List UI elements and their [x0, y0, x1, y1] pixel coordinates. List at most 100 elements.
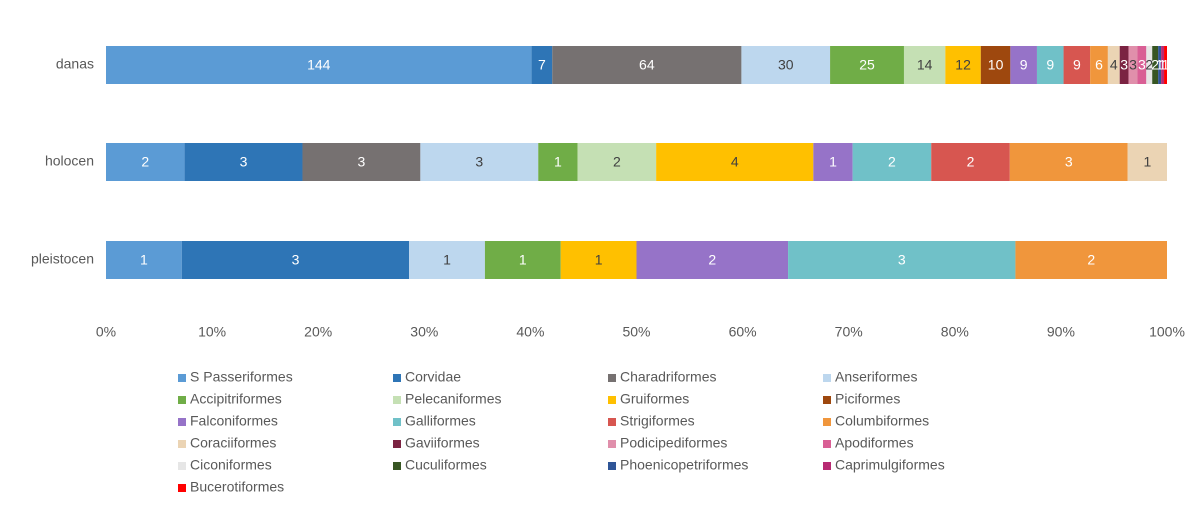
legend-label: Apodiformes [835, 435, 914, 451]
legend-swatch [823, 462, 831, 470]
data-label: 4 [731, 154, 739, 170]
legend-label: S Passeriformes [190, 369, 293, 385]
data-label: 1 [829, 154, 837, 170]
data-label: 2 [708, 252, 716, 268]
bar-segment [1137, 46, 1147, 84]
data-label: 9 [1046, 57, 1054, 73]
data-label: 2 [967, 154, 975, 170]
bar-segment [1009, 143, 1128, 181]
bar-segment [656, 143, 814, 181]
bar-segment [1119, 46, 1129, 84]
data-label: 3 [1138, 57, 1146, 73]
data-label: 2 [1087, 252, 1095, 268]
data-label: 3 [1120, 57, 1128, 73]
data-label: 1 [1159, 57, 1167, 73]
data-label: 2 [141, 154, 149, 170]
legend-swatch [823, 396, 831, 404]
data-label: 9 [1020, 57, 1028, 73]
legend-label: Strigiformes [620, 413, 695, 429]
x-tick-label: 100% [1149, 324, 1185, 340]
bar-segment [184, 143, 303, 181]
bar-segment [1107, 46, 1120, 84]
x-tick-label: 80% [941, 324, 969, 340]
legend-swatch [178, 396, 186, 404]
legend-swatch [178, 484, 186, 492]
legend-swatch [178, 374, 186, 382]
legend-swatch [608, 374, 616, 382]
bar-segment [741, 46, 831, 84]
legend-swatch [178, 462, 186, 470]
data-label: 3 [1065, 154, 1073, 170]
bar-segment [1010, 46, 1037, 84]
legend-label: Charadriformes [620, 369, 716, 385]
legend-label: Gruiformes [620, 391, 689, 407]
data-label: 14 [917, 57, 933, 73]
data-label: 1 [1162, 57, 1170, 73]
legend-swatch [393, 462, 401, 470]
data-label: 1 [443, 252, 451, 268]
data-label: 7 [538, 57, 546, 73]
legend-label: Cuculiformes [405, 457, 487, 473]
bar-segment [1063, 46, 1091, 84]
bar-segment [945, 46, 981, 84]
data-label: 3 [240, 154, 248, 170]
legend-swatch [823, 418, 831, 426]
data-label: 3 [475, 154, 483, 170]
bar-segment [1161, 46, 1165, 84]
bar-segment [903, 46, 946, 84]
x-tick-label: 70% [835, 324, 863, 340]
bar-segment [302, 143, 421, 181]
data-label: 25 [859, 57, 875, 73]
x-tick-label: 0% [96, 324, 116, 340]
data-label: 1 [1156, 57, 1164, 73]
bar-segment [636, 241, 789, 279]
bar-segment [538, 143, 578, 181]
legend-swatch [608, 418, 616, 426]
data-label: 2 [1145, 57, 1153, 73]
bar-segment [1127, 143, 1167, 181]
bar-segment [552, 46, 742, 84]
data-label: 2 [1151, 57, 1159, 73]
legend-label: Piciformes [835, 391, 900, 407]
legend-label: Galliformes [405, 413, 476, 429]
bar-segment [106, 46, 532, 84]
bar-segment [1036, 46, 1064, 84]
bar-segment [577, 143, 657, 181]
legend-label: Podicipediformes [620, 435, 727, 451]
x-tick-label: 90% [1047, 324, 1075, 340]
legend-swatch [393, 396, 401, 404]
x-tick-label: 60% [729, 324, 757, 340]
bar-segment [980, 46, 1011, 84]
bar-segment [181, 241, 410, 279]
bar-segment [1152, 46, 1159, 84]
bar-segment [106, 241, 182, 279]
legend-label: Bucerotiformes [190, 479, 284, 495]
bar-segment [560, 241, 637, 279]
legend-swatch [178, 418, 186, 426]
legend-label: Corvidae [405, 369, 461, 385]
bar-segment [1090, 46, 1108, 84]
legend-swatch [823, 374, 831, 382]
legend-label: Anseriformes [835, 369, 917, 385]
data-label: 3 [292, 252, 300, 268]
bar-segment [1128, 46, 1138, 84]
data-label: 3 [1129, 57, 1137, 73]
data-label: 144 [307, 57, 331, 73]
data-label: 1 [1143, 154, 1151, 170]
x-tick-label: 40% [516, 324, 544, 340]
legend-label: Falconiformes [190, 413, 278, 429]
legend-label: Ciconiformes [190, 457, 272, 473]
x-tick-label: 50% [622, 324, 650, 340]
data-label: 1 [554, 154, 562, 170]
bar-segment [1158, 46, 1162, 84]
data-label: 9 [1073, 57, 1081, 73]
data-label: 10 [988, 57, 1004, 73]
data-label: 3 [898, 252, 906, 268]
bar-segment [813, 143, 853, 181]
data-label: 3 [358, 154, 366, 170]
bar-segment [484, 241, 561, 279]
bar-segment [1015, 241, 1167, 279]
legend-swatch [393, 418, 401, 426]
legend-swatch [608, 440, 616, 448]
